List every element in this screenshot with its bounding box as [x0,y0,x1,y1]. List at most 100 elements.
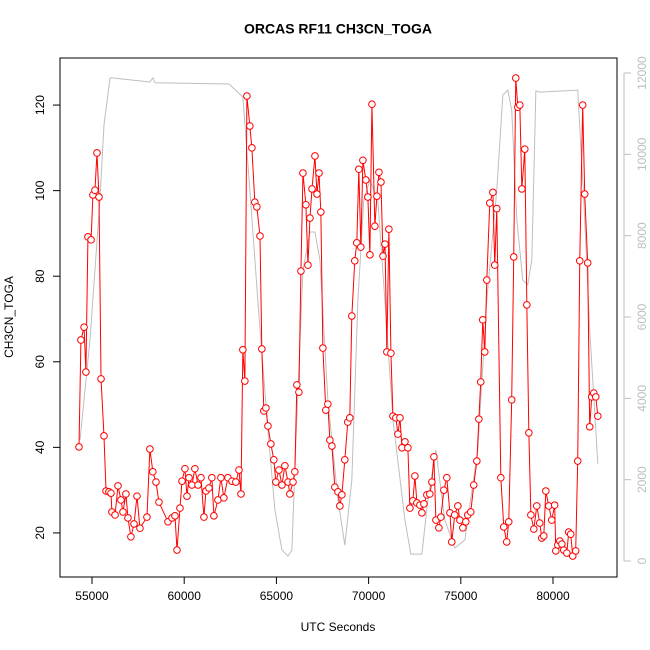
data-point [275,466,283,474]
data-point [364,193,372,201]
data-point [297,267,305,275]
data-point [264,422,272,430]
data-point [420,500,428,508]
data-point [336,502,344,510]
data-point [155,498,163,506]
data-point [377,178,385,186]
data-point [299,169,307,177]
data-point [435,523,443,532]
data-point [119,508,127,516]
data-point [111,511,119,519]
y-tick-label: 80 [33,269,47,283]
data-point [100,432,108,440]
data-point [324,400,332,408]
data-point [359,156,367,165]
data-point [418,509,426,517]
data-point [149,467,157,476]
data-point [406,504,414,512]
data-point [573,457,582,465]
data-point [594,412,602,420]
data-point [497,473,505,482]
data-point [313,190,321,198]
data-point [518,185,526,193]
y2-tick-label: 12000 [635,56,649,90]
data-point [185,473,193,482]
data-point [341,455,349,464]
data-point [499,523,508,531]
data-point [571,547,580,555]
data-point [246,122,254,130]
data-point [256,232,264,240]
data-point [459,523,467,532]
data-point [171,512,179,520]
data-point [563,549,571,557]
data-point [308,185,316,193]
y2-tick-label: 0 [635,557,649,564]
data-point [404,443,412,452]
data-point [267,440,275,448]
data-point [117,496,125,504]
data-point [381,240,389,248]
data-point [75,443,83,451]
y-tick-label: 100 [33,180,47,200]
data-point [181,464,189,473]
data-point [476,378,485,386]
data-point [525,429,533,437]
data-point [93,149,101,157]
data-point [547,516,556,524]
data-point [205,484,213,492]
y-tick-label: 60 [33,355,47,369]
data-point [95,193,103,201]
data-point [235,466,243,474]
data-point [136,524,144,533]
data-point [396,414,404,422]
data-point [178,477,186,485]
data-point [200,513,208,521]
data-point [532,502,541,510]
data-point [489,188,497,197]
data-point [550,501,559,509]
data-point [578,101,587,109]
data-point [319,344,327,352]
data-point [566,530,575,539]
x-tick-label: 80000 [536,589,570,603]
x-tick-label: 70000 [352,589,386,603]
data-point [450,511,459,519]
data-point [80,323,88,331]
data-point [210,512,218,520]
data-point [437,513,445,521]
data-point [466,508,475,516]
data-point [385,225,393,233]
data-point [440,486,448,494]
data-point [286,490,294,498]
data-point [143,513,151,521]
y2-tick-label: 2000 [635,466,649,493]
data-point [469,481,478,489]
data-point [315,169,323,177]
data-point [302,200,310,209]
data-point [461,518,470,526]
data-point [304,261,312,269]
data-point [490,261,499,269]
data-point [580,190,589,198]
data-point [542,487,550,495]
data-point [411,472,419,480]
data-point [328,442,336,450]
data-point [194,481,202,489]
data-point [355,165,363,174]
data-point [583,259,592,267]
data-point [530,525,538,533]
data-point [366,251,374,259]
y-tick-label: 20 [33,526,47,540]
data-point [183,492,191,500]
data-point [523,301,531,309]
data-point [345,414,354,422]
data-point [387,349,395,358]
data-point [253,203,261,211]
data-point [197,473,205,482]
y2-tick-label: 6000 [635,303,649,330]
data-point [278,481,286,489]
data-point [371,222,379,230]
data-point [124,514,132,522]
